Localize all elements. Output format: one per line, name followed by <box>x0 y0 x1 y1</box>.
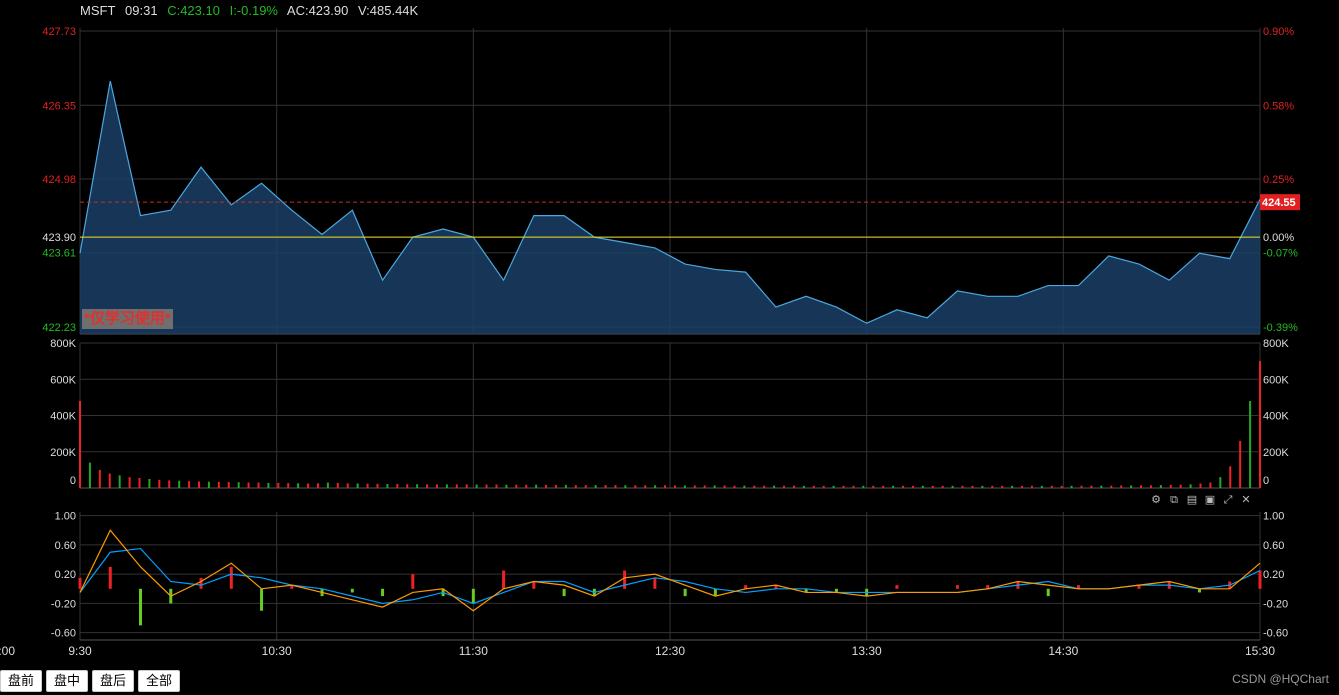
percent-tick-label: -0.07% <box>1263 248 1298 260</box>
macd-tick-label: -0.60 <box>1263 628 1288 640</box>
last-price-label: 424.55 <box>1262 197 1296 209</box>
volume-tick-label: 800K <box>50 338 76 350</box>
volume-tick-label: 400K <box>50 411 76 423</box>
period-premarket-button[interactable]: 盘前 <box>0 670 43 692</box>
price-tick-label: 427.73 <box>42 26 76 38</box>
volume-tick-label: 0 <box>70 475 76 487</box>
percent-tick-label: 0.00% <box>1263 232 1294 244</box>
save-icon[interactable]: ▣ <box>1204 494 1216 506</box>
time-label: 09:31 <box>125 3 158 18</box>
price-area <box>80 81 1260 335</box>
time-tick-label: 16:00 <box>0 644 15 658</box>
macd-tick-label: 0.60 <box>55 540 76 552</box>
macd-tick-label: -0.20 <box>1263 598 1288 610</box>
time-tick-label: 10:30 <box>262 644 292 658</box>
macd-dif-line <box>79 529 1261 612</box>
period-intraday-button[interactable]: 盘中 <box>46 670 89 692</box>
time-tick-label: 12:30 <box>655 644 685 658</box>
time-tick-label: 13:30 <box>852 644 882 658</box>
change-label: I:-0.19% <box>229 3 278 18</box>
macd-tick-label: -0.60 <box>51 628 76 640</box>
macd-tick-label: 1.00 <box>55 511 76 523</box>
settings-icon[interactable]: ⚙ <box>1151 494 1161 506</box>
price-tick-label: 422.23 <box>42 322 76 334</box>
volume-tick-label: 800K <box>1263 338 1289 350</box>
last-price-badge <box>1260 194 1300 211</box>
macd-tick-label: 0.20 <box>1263 569 1284 581</box>
price-tick-label: 423.90 <box>42 232 76 244</box>
copy-icon[interactable]: ⧉ <box>1170 494 1178 506</box>
volume-label: V:485.44K <box>357 3 419 18</box>
watermark: CSDN @HQChart <box>1232 672 1329 686</box>
macd-tick-label: 0.60 <box>1263 540 1284 552</box>
layer-icon[interactable]: ▤ <box>1186 494 1198 506</box>
period-bar: 盘前 盘中 盘后 全部 <box>0 670 181 692</box>
price-tick-label: 424.98 <box>42 174 76 186</box>
symbol-label: MSFT <box>80 3 116 18</box>
macd-tick-label: 0.20 <box>55 569 76 581</box>
price-tick-label: 426.35 <box>42 100 76 112</box>
indicator-toolbar: ⚙ ⧉ ▤ ▣ ⤢ ✕ <box>1149 493 1253 507</box>
percent-tick-label: 0.90% <box>1263 26 1294 38</box>
volume-tick-label: 600K <box>1263 374 1289 386</box>
volume-tick-label: 0 <box>1263 475 1269 487</box>
percent-tick-label: 0.25% <box>1263 174 1294 186</box>
expand-icon[interactable]: ⤢ <box>1223 494 1233 506</box>
time-tick-label: 14:30 <box>1048 644 1078 658</box>
period-aftermarket-button[interactable]: 盘后 <box>92 670 135 692</box>
percent-tick-label: 0.58% <box>1263 100 1294 112</box>
time-tick-label: 15:30 <box>1245 644 1275 658</box>
avg-label: AC:423.90 <box>286 3 349 18</box>
macd-tick-label: -0.20 <box>51 598 76 610</box>
time-tick-label: 9:30 <box>68 644 92 658</box>
chart-canvas[interactable]: 427.73 426.35 424.98 423.90 423.61 422.23 0.90… <box>0 0 1339 668</box>
period-all-button[interactable]: 全部 <box>138 670 181 692</box>
volume-tick-label: 400K <box>1263 411 1289 423</box>
volume-tick-label: 600K <box>50 374 76 386</box>
percent-tick-label: -0.39% <box>1263 322 1298 334</box>
macd-tick-label: 1.00 <box>1263 511 1284 523</box>
price-tick-label: 423.61 <box>42 248 76 260</box>
chart-header: MSFT 09:31 C:423.10 I:-0.19% AC:423.90 V… <box>80 3 424 19</box>
close-label: C:423.10 <box>167 3 220 18</box>
price-line <box>79 80 1261 324</box>
volume-tick-label: 200K <box>50 447 76 459</box>
close-icon[interactable]: ✕ <box>1241 494 1251 506</box>
study-stamp: *仅学习使用* <box>82 309 173 329</box>
volume-tick-label: 200K <box>1263 447 1289 459</box>
time-tick-label: 11:30 <box>459 644 488 658</box>
